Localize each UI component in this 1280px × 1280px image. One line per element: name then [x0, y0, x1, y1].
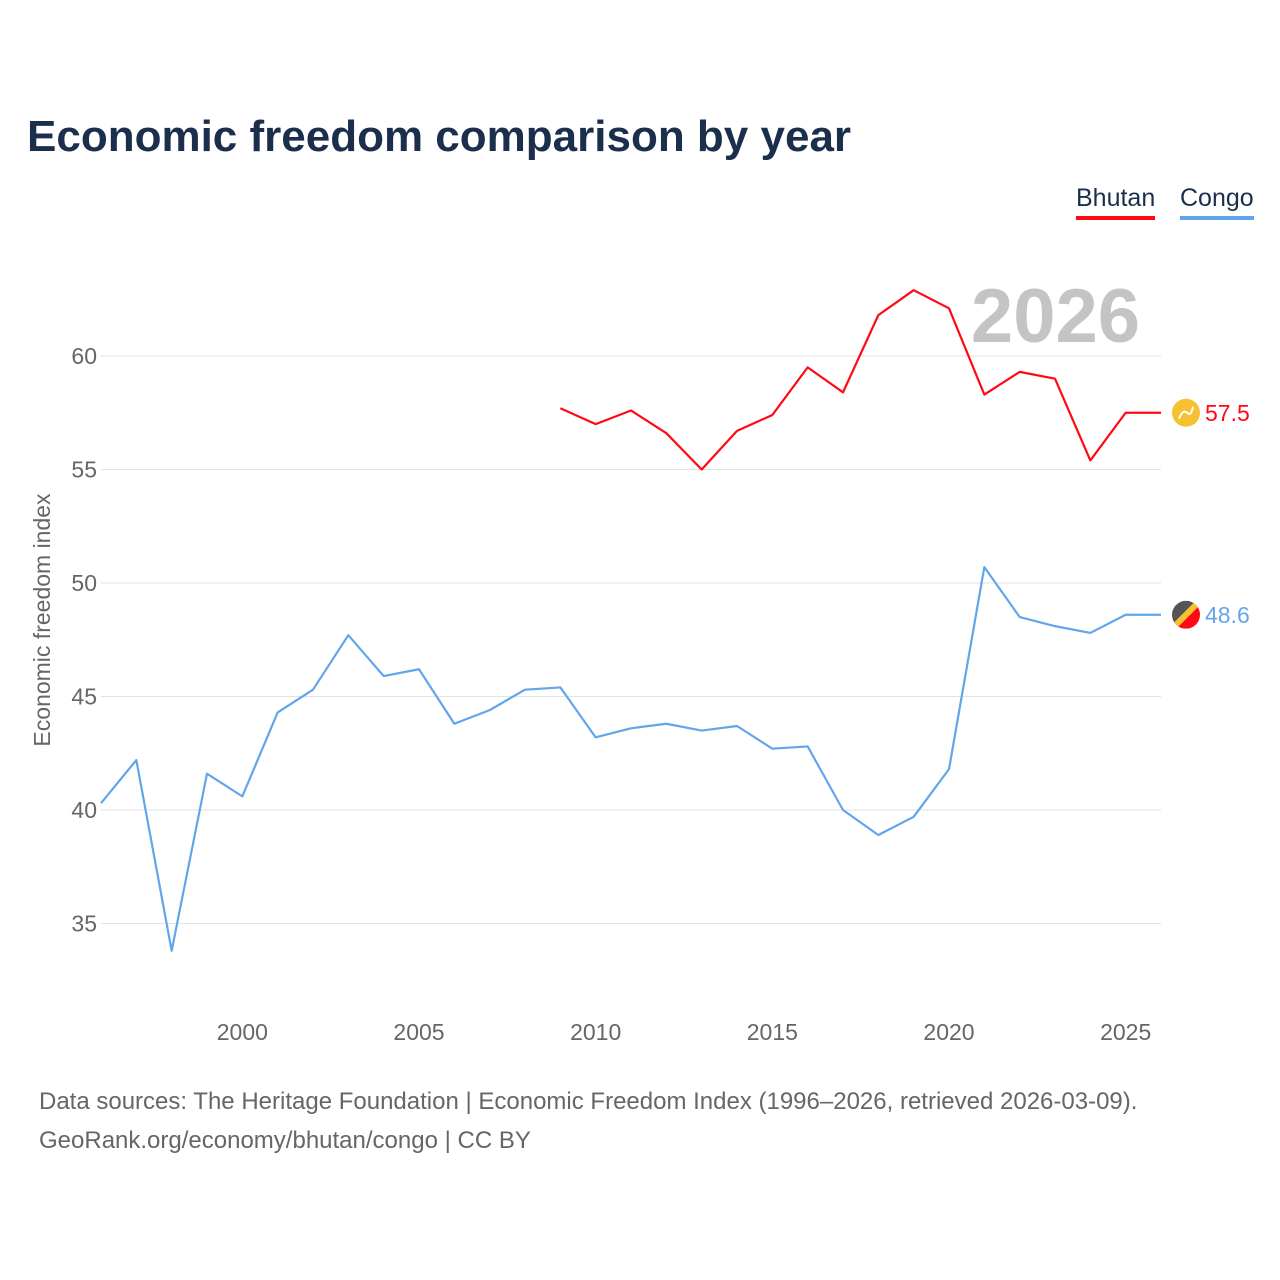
y-tick-label: 50 — [71, 570, 97, 596]
x-tick-label: 2025 — [1100, 1019, 1151, 1045]
y-axis-label: Economic freedom index — [29, 493, 55, 747]
end-value-label-congo: 48.6 — [1205, 602, 1250, 628]
x-tick-label: 2005 — [393, 1019, 444, 1045]
chart-title: Economic freedom comparison by year — [27, 112, 852, 161]
end-value-label-bhutan: 57.5 — [1205, 400, 1250, 426]
x-tick-label: 2010 — [570, 1019, 621, 1045]
y-tick-label: 55 — [71, 457, 97, 483]
series-line-bhutan — [559, 289, 1161, 471]
series-line-congo — [100, 566, 1161, 952]
y-tick-label: 45 — [71, 684, 97, 710]
source-text: Data sources: The Heritage Foundation | … — [39, 1088, 1138, 1115]
legend-item-congo[interactable]: Congo — [1180, 184, 1254, 220]
y-tick-label: 40 — [71, 797, 97, 823]
bhutan-flag-icon — [1172, 398, 1200, 427]
congo-flag-icon — [1172, 600, 1200, 629]
y-tick-label: 35 — [71, 911, 97, 937]
x-tick-label: 2020 — [923, 1019, 974, 1045]
year-watermark: 2026 — [971, 274, 1140, 359]
y-tick-label: 60 — [71, 343, 97, 369]
x-tick-label: 2015 — [747, 1019, 798, 1045]
legend-item-bhutan[interactable]: Bhutan — [1076, 184, 1156, 220]
x-tick-label: 2000 — [217, 1019, 268, 1045]
attribution-text: GeoRank.org/economy/bhutan/congo | CC BY — [39, 1127, 531, 1154]
